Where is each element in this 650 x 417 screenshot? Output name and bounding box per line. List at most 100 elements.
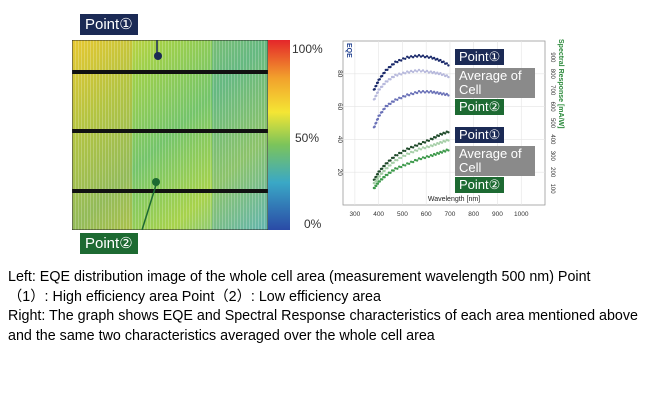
data-point <box>386 173 389 177</box>
x-tick-label: 800 <box>468 211 479 218</box>
data-point <box>421 69 425 72</box>
data-point <box>402 149 405 152</box>
caption-line-3: Right: The graph shows EQE and Spectral … <box>8 308 642 344</box>
data-point <box>392 156 395 159</box>
data-point <box>409 160 413 163</box>
data-point <box>386 162 389 165</box>
data-point <box>389 164 392 167</box>
data-point <box>375 184 378 188</box>
colorbar-tick-0: 0% <box>304 217 322 231</box>
data-point <box>439 91 442 95</box>
data-point <box>378 170 381 173</box>
x-tick-label: 300 <box>349 211 360 218</box>
data-point <box>432 56 436 60</box>
data-point <box>376 91 380 94</box>
data-point <box>437 152 441 155</box>
data-point <box>386 68 389 71</box>
colorbar-tick-100: 100% <box>292 42 323 56</box>
y-right-tick-label: 200 <box>549 167 555 178</box>
data-point <box>442 73 445 76</box>
data-point <box>396 74 399 77</box>
data-point <box>421 156 425 159</box>
data-point <box>400 97 403 100</box>
data-point <box>394 60 397 63</box>
data-point <box>394 158 397 162</box>
data-point <box>423 141 427 144</box>
data-point <box>411 146 415 149</box>
data-point <box>439 72 442 75</box>
data-point <box>392 161 395 164</box>
y-left-tick-label: 80 <box>336 70 343 78</box>
data-point <box>442 92 445 95</box>
y-right-tick-label: 100 <box>549 184 555 195</box>
data-point <box>423 56 427 59</box>
data-point <box>394 73 397 76</box>
data-point <box>381 172 384 175</box>
figure-caption: Left: EQE distribution image of the whol… <box>8 268 642 346</box>
y-right-axis-label: Spectral Response [mA/W] <box>557 39 564 128</box>
data-point <box>394 154 397 157</box>
data-point <box>444 140 447 143</box>
data-point <box>442 60 445 63</box>
data-point <box>407 147 411 151</box>
data-point <box>383 164 386 168</box>
data-point <box>402 95 405 98</box>
data-point <box>402 57 405 60</box>
data-point <box>447 75 450 79</box>
data-point <box>417 147 421 150</box>
data-point <box>440 141 444 144</box>
data-point <box>404 57 407 60</box>
data-point <box>419 157 423 161</box>
data-point <box>404 154 407 158</box>
data-point <box>437 142 441 145</box>
data-point <box>402 163 405 167</box>
data-point <box>437 134 441 138</box>
data-point <box>404 149 407 153</box>
data-point <box>400 165 403 169</box>
data-point <box>427 71 431 74</box>
data-point <box>421 54 425 57</box>
data-point <box>383 169 386 173</box>
data-point <box>407 94 411 97</box>
data-point <box>378 180 381 183</box>
data-point <box>423 147 427 150</box>
data-point <box>396 60 399 64</box>
data-point <box>413 158 417 162</box>
data-point <box>376 173 380 176</box>
data-point <box>419 55 423 58</box>
data-point <box>378 78 381 81</box>
data-point <box>440 151 444 154</box>
data-point <box>394 167 397 170</box>
data-point <box>407 71 411 74</box>
data-point <box>415 70 419 73</box>
data-point <box>404 72 407 75</box>
data-point <box>419 148 423 151</box>
data-point <box>378 88 381 91</box>
data-point <box>417 142 421 145</box>
data-point <box>389 65 392 69</box>
data-point <box>417 54 421 57</box>
data-point <box>407 162 411 165</box>
caption-line-1: Left: EQE distribution image of the whol… <box>8 269 591 285</box>
data-point <box>406 152 409 155</box>
y-left-tick-label: 20 <box>336 169 343 177</box>
data-point <box>375 84 378 88</box>
data-point <box>406 147 409 150</box>
data-point <box>373 88 376 91</box>
data-point <box>417 68 421 72</box>
data-point <box>375 179 378 183</box>
data-point <box>431 138 434 141</box>
data-point <box>417 90 421 93</box>
data-point <box>425 69 429 73</box>
data-point <box>386 167 389 170</box>
data-point <box>398 58 401 62</box>
data-point <box>398 96 401 100</box>
data-point <box>392 63 395 66</box>
data-point <box>381 178 384 181</box>
data-point <box>425 90 429 93</box>
data-point <box>445 62 448 65</box>
caption-line-2: （1）: High efficiency area Point（2）: Low … <box>8 288 381 305</box>
legend-top-average: Average of Cell <box>455 68 535 98</box>
data-point <box>376 81 380 84</box>
x-tick-label: 400 <box>373 211 384 218</box>
